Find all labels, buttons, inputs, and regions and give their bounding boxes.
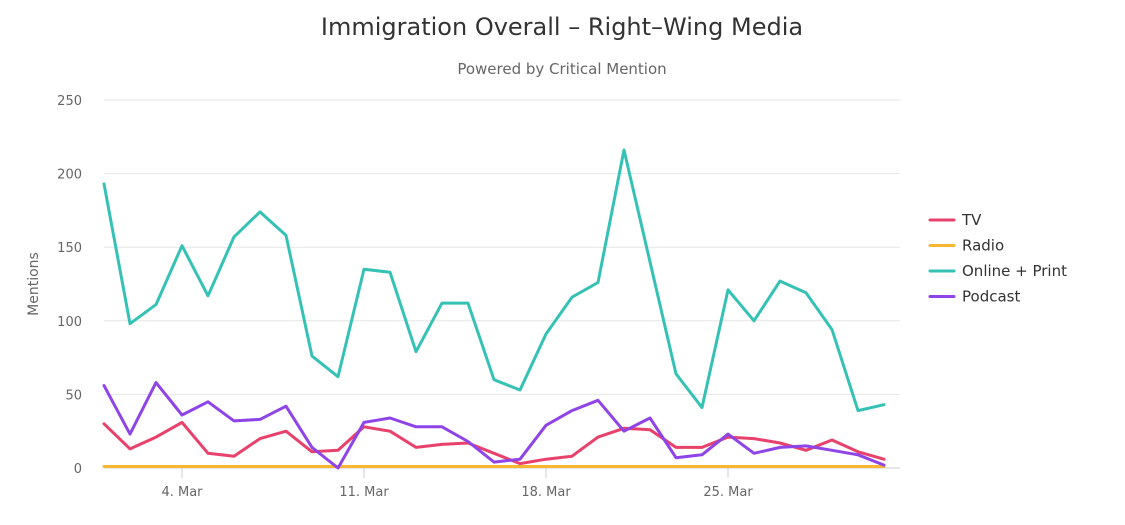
y-tick-label: 50 bbox=[65, 388, 82, 403]
x-tick-label: 4. Mar bbox=[161, 485, 203, 500]
legend-item-radio[interactable]: Radio bbox=[928, 237, 1004, 255]
y-tick-label: 200 bbox=[57, 168, 82, 183]
y-axis-label: Mentions bbox=[26, 252, 42, 316]
legend-item-tv[interactable]: TV bbox=[928, 211, 982, 229]
legend-label: Radio bbox=[962, 237, 1004, 255]
legend-item-podcast[interactable]: Podcast bbox=[928, 288, 1020, 306]
x-tick-label: 11. Mar bbox=[339, 485, 389, 500]
axes: 0 50 100 150 200 250 4. Mar 11. Mar 18. Mar 25. M… bbox=[57, 94, 900, 500]
legend[interactable]: TV Radio Online + Print Podcast bbox=[928, 211, 1067, 306]
chart-title: Immigration Overall – Right–Wing Media bbox=[321, 13, 803, 41]
x-tick-label: 25. Mar bbox=[703, 485, 753, 500]
y-tick-label: 0 bbox=[74, 462, 82, 477]
legend-item-online-print[interactable]: Online + Print bbox=[928, 262, 1067, 280]
series-line-online-print[interactable] bbox=[102, 148, 886, 413]
series-line-tv[interactable] bbox=[102, 420, 886, 466]
chart-subtitle: Powered by Critical Mention bbox=[457, 60, 666, 78]
series-line-podcast[interactable] bbox=[102, 381, 886, 470]
legend-label: Online + Print bbox=[962, 262, 1067, 280]
y-tick-label: 100 bbox=[57, 315, 82, 330]
y-tick-label: 150 bbox=[57, 241, 82, 256]
legend-label: TV bbox=[961, 211, 982, 229]
x-tick-label: 18. Mar bbox=[521, 485, 571, 500]
legend-label: Podcast bbox=[962, 288, 1020, 306]
grid bbox=[104, 99, 900, 395]
plot-area bbox=[102, 148, 886, 470]
y-tick-label: 250 bbox=[57, 94, 82, 109]
